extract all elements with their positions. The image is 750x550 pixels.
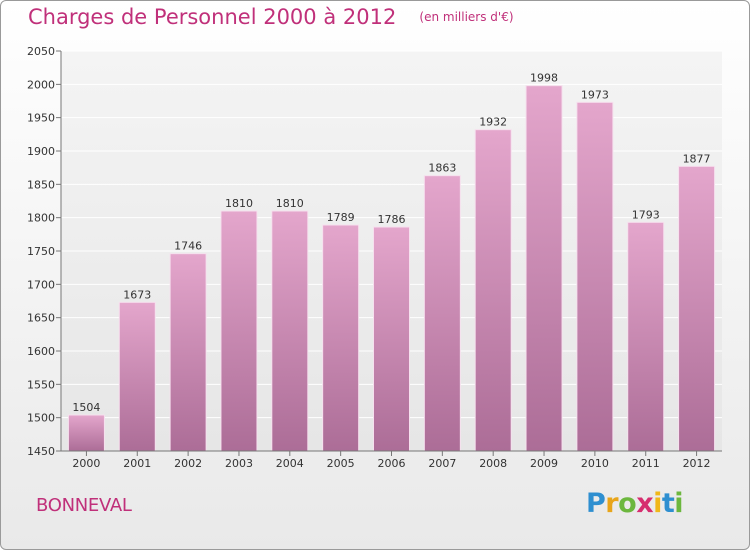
bars	[67, 85, 716, 452]
bar-2007	[423, 175, 461, 452]
y-tick-label: 1750	[27, 245, 55, 258]
data-label-2010: 1973	[581, 88, 609, 101]
logo-letter: o	[618, 488, 637, 519]
data-label-2012: 1877	[683, 152, 711, 165]
bar-2004	[271, 210, 309, 452]
data-label-2005: 1789	[327, 211, 355, 224]
y-tick-label: 1550	[27, 378, 55, 391]
bar-2009	[525, 85, 563, 452]
data-label-2011: 1793	[632, 208, 660, 221]
bar-2001	[118, 301, 156, 452]
chart-subtitle: (en milliers d'€)	[419, 10, 514, 24]
y-tick-label: 1650	[27, 312, 55, 325]
data-labels: 1504 1673 1746 1810 1810 1789 1786 1863 1932 1998…	[72, 72, 710, 414]
data-label-2003: 1810	[225, 197, 253, 210]
y-tick-label: 1600	[27, 345, 55, 358]
data-label-2007: 1863	[428, 162, 456, 175]
x-tick-label-2012: 2012	[683, 457, 711, 470]
logo-letter: t	[661, 488, 675, 519]
x-tick-label-2000: 2000	[72, 457, 100, 470]
chart-title: Charges de Personnel 2000 à 2012	[28, 5, 397, 29]
bar-2005	[322, 224, 360, 452]
proxiti-logo: Proxiti	[586, 488, 684, 519]
x-tick-label-2002: 2002	[174, 457, 202, 470]
x-tick-label-2010: 2010	[581, 457, 609, 470]
data-label-2004: 1810	[276, 197, 304, 210]
x-tick-label-2007: 2007	[428, 457, 456, 470]
data-label-2001: 1673	[123, 288, 151, 301]
logo-letter: i	[674, 488, 684, 519]
x-tick-label-2009: 2009	[530, 457, 558, 470]
place-name: BONNEVAL	[36, 495, 132, 516]
y-tick-label: 1950	[27, 112, 55, 125]
x-tick-label-2005: 2005	[327, 457, 355, 470]
logo-letter: P	[586, 488, 606, 519]
data-label-2006: 1786	[378, 213, 406, 226]
data-label-2008: 1932	[479, 116, 507, 129]
bar-2012	[678, 165, 716, 452]
y-tick-label: 1800	[27, 212, 55, 225]
axes: 1450 1500 1550 1600 1650 1700 1750 1800 1850 1900…	[27, 45, 722, 470]
y-tick-label: 2000	[27, 78, 55, 91]
y-tick-label: 1500	[27, 412, 55, 425]
bar-2002	[169, 253, 207, 452]
data-label-2009: 1998	[530, 72, 558, 85]
bar-2006	[373, 226, 410, 452]
x-tick-label-2004: 2004	[276, 457, 304, 470]
y-tick-label: 1450	[27, 445, 55, 458]
x-tick-label-2011: 2011	[632, 457, 660, 470]
bar-2000	[67, 414, 105, 452]
x-tick-label-2001: 2001	[123, 457, 151, 470]
x-tick-label-2006: 2006	[378, 457, 406, 470]
x-tick-label-2008: 2008	[479, 457, 507, 470]
bar-2008	[474, 129, 512, 452]
y-tick-label: 1850	[27, 178, 55, 191]
bar-2010	[576, 101, 614, 452]
logo-letter: i	[653, 488, 662, 519]
y-tick-label: 2050	[27, 45, 55, 58]
bar-2011	[627, 221, 665, 452]
data-label-2002: 1746	[174, 240, 202, 253]
y-tick-label: 1900	[27, 145, 55, 158]
logo-letter: r	[605, 488, 619, 519]
x-tick-label-2003: 2003	[225, 457, 253, 470]
bar-2003	[220, 210, 258, 452]
title-row: Charges de Personnel 2000 à 2012 (en mil…	[28, 5, 514, 29]
data-label-2000: 1504	[72, 401, 100, 414]
y-tick-label: 1700	[27, 278, 55, 291]
logo-letter: x	[636, 488, 654, 519]
